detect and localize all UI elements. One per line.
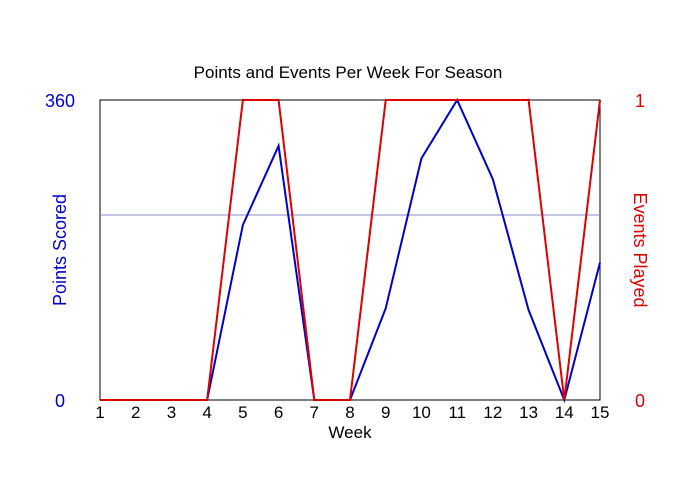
x-tick-label: 5 (238, 403, 247, 422)
x-tick-label: 1 (95, 403, 104, 422)
x-tick-label: 4 (202, 403, 211, 422)
x-tick-label: 14 (555, 403, 574, 422)
x-tick-label: 15 (591, 403, 610, 422)
x-axis-ticks: 1 2 3 4 5 6 7 8 9 10 11 12 13 14 15 (95, 403, 609, 422)
x-tick-label: 9 (381, 403, 390, 422)
x-tick-label: 2 (131, 403, 140, 422)
x-tick-label: 13 (519, 403, 538, 422)
right-axis-label: Events Played (630, 192, 650, 307)
events-played-line (100, 99, 601, 401)
left-axis-label: Points Scored (50, 194, 70, 306)
x-tick-label: 3 (167, 403, 176, 422)
right-axis-tick-min: 0 (635, 391, 645, 411)
x-tick-label: 6 (274, 403, 283, 422)
series-layer (100, 97, 601, 404)
left-axis-tick-min: 0 (55, 391, 65, 411)
left-axis-tick-max: 360 (45, 91, 75, 111)
x-tick-label: 10 (412, 403, 431, 422)
right-axis-tick-max: 1 (635, 91, 645, 111)
x-tick-label: 11 (448, 403, 466, 422)
x-tick-label: 12 (483, 403, 502, 422)
x-tick-label: 7 (310, 403, 319, 422)
chart-title: Points and Events Per Week For Season (194, 63, 503, 82)
x-tick-label: 8 (345, 403, 354, 422)
x-axis-label: Week (328, 423, 372, 442)
